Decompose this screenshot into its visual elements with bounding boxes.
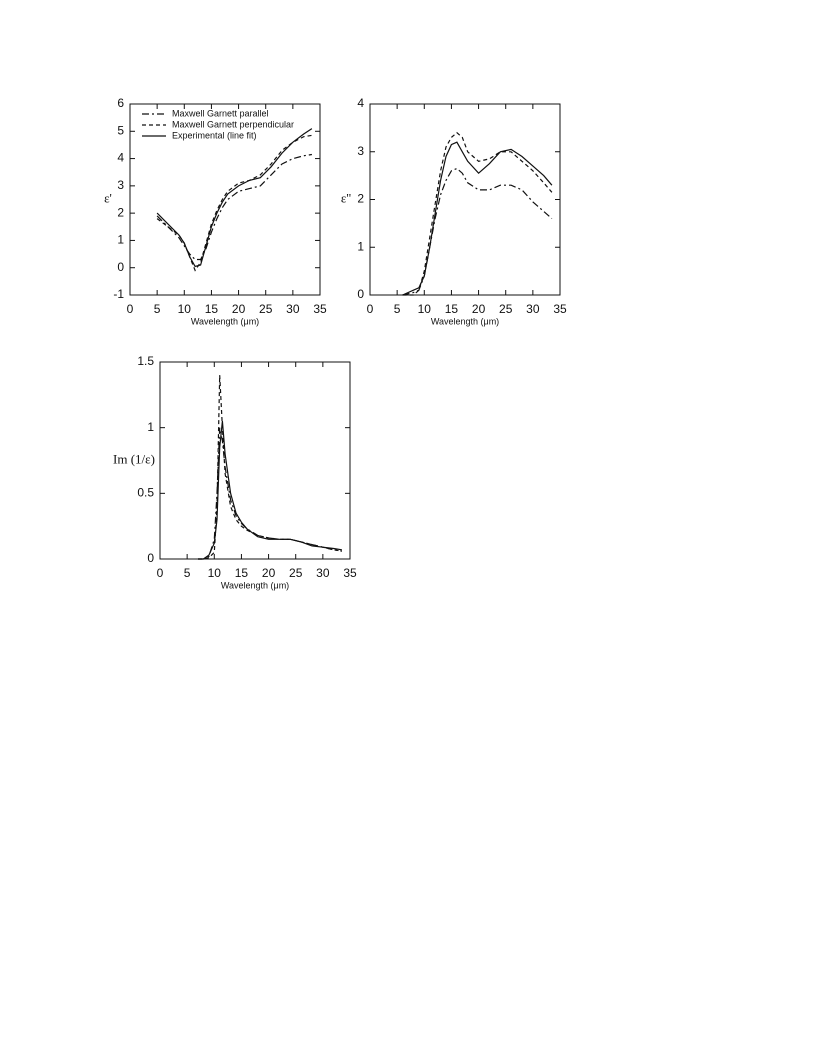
y-tick-label: 1.5 <box>137 354 154 368</box>
data-line <box>198 375 342 560</box>
plot-frame <box>159 361 351 560</box>
x-tick-label: 25 <box>289 566 303 580</box>
y-tick-label: 3 <box>117 178 124 192</box>
y-axis-label: Im (1/ε) <box>113 451 155 466</box>
x-tick-label: 5 <box>154 302 161 316</box>
data-line <box>156 153 312 261</box>
data-line <box>198 427 342 560</box>
x-tick-label: 30 <box>286 302 300 316</box>
plot-frame <box>129 103 321 296</box>
data-line <box>156 128 313 268</box>
x-tick-label: 10 <box>208 566 222 580</box>
x-tick-label: 25 <box>499 302 513 316</box>
x-tick-label: 15 <box>205 302 219 316</box>
y-tick-label: 4 <box>357 96 364 110</box>
x-axis-label: Wavelength (μm) <box>221 580 289 590</box>
x-tick-label: 5 <box>394 302 401 316</box>
y-tick-label: 1 <box>147 420 154 434</box>
plot-frame <box>369 103 561 296</box>
y-tick-label: 2 <box>357 192 364 206</box>
y-tick-label: 3 <box>357 144 364 158</box>
x-tick-label: 20 <box>472 302 486 316</box>
data-line <box>198 421 342 560</box>
y-tick-label: 5 <box>117 123 124 137</box>
legend-label: Maxwell Garnett parallel <box>172 108 269 118</box>
x-tick-label: 35 <box>343 566 357 580</box>
x-tick-label: 0 <box>367 302 374 316</box>
y-tick-label: 2 <box>117 205 124 219</box>
x-tick-label: 30 <box>316 566 330 580</box>
y-tick-label: 0.5 <box>137 486 154 500</box>
x-tick-label: 30 <box>526 302 540 316</box>
x-tick-label: 0 <box>127 302 134 316</box>
x-tick-label: 35 <box>313 302 327 316</box>
x-tick-label: 10 <box>178 302 192 316</box>
y-tick-label: 6 <box>117 96 124 110</box>
x-tick-label: 20 <box>232 302 246 316</box>
legend-label: Maxwell Garnett perpendicular <box>172 119 294 129</box>
y-tick-label: 0 <box>357 287 364 301</box>
x-axis-label: Wavelength (μm) <box>431 316 499 326</box>
y-tick-label: 1 <box>117 233 124 247</box>
x-tick-label: 0 <box>157 566 164 580</box>
legend-label: Experimental (line fit) <box>172 130 257 140</box>
x-tick-label: 15 <box>445 302 459 316</box>
x-tick-label: 10 <box>418 302 432 316</box>
x-tick-label: 15 <box>235 566 249 580</box>
y-tick-label: 0 <box>147 551 154 565</box>
data-line <box>402 131 553 296</box>
y-tick-label: 4 <box>117 151 124 165</box>
x-tick-label: 5 <box>184 566 191 580</box>
x-tick-label: 35 <box>553 302 567 316</box>
data-line <box>402 167 553 296</box>
y-tick-label: -1 <box>113 287 124 301</box>
x-tick-label: 20 <box>262 566 276 580</box>
y-axis-label: ε' <box>104 190 112 205</box>
data-line <box>402 141 553 296</box>
data-line <box>156 134 312 272</box>
y-axis-label: ε'' <box>341 190 351 205</box>
x-tick-label: 25 <box>259 302 273 316</box>
y-tick-label: 1 <box>357 239 364 253</box>
x-axis-label: Wavelength (μm) <box>191 316 259 326</box>
y-tick-label: 0 <box>117 260 124 274</box>
